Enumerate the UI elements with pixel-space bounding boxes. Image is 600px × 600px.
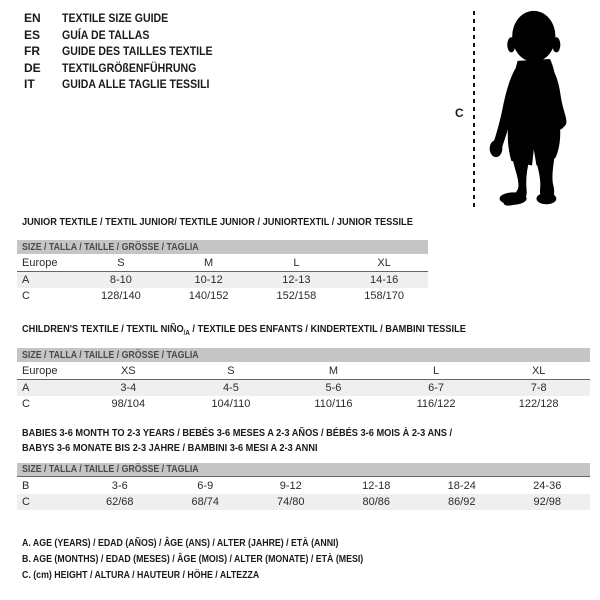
row-label: B: [22, 480, 30, 492]
value-cell: 62/68: [105, 496, 134, 508]
size-header-label: SIZE / TALLA / TAILLE / GRÖSSE / TAGLIA: [22, 349, 199, 361]
language-row-fr: FR GUIDE DES TAILLES TEXTILE: [24, 43, 233, 60]
row-label: A: [22, 382, 30, 394]
value-cell: 98/104: [111, 398, 146, 410]
row-label: C: [22, 398, 30, 410]
note-height-cm: C. (cm) HEIGHT / ALTURA / HAUTEUR / HÖHE…: [22, 567, 292, 583]
children-table-title: CHILDREN'S TEXTILE / TEXTIL NIÑO/A / TEX…: [22, 322, 466, 341]
language-code: EN: [24, 11, 41, 26]
value-cell: 74/80: [276, 496, 305, 508]
language-row-en: EN TEXTILE SIZE GUIDE: [24, 10, 233, 27]
babies-months-row: B 3-6 6-9 9-12 12-18 18-24 24-36: [17, 478, 590, 494]
babies-table-title-line1: BABIES 3-6 MONTH TO 2-3 YEARS / BEBÉS 3-…: [22, 427, 453, 439]
title-main: CHILDREN'S TEXTILE / TEXTIL NIÑO: [22, 323, 184, 335]
language-label: TEXTILE SIZE GUIDE: [62, 11, 169, 26]
size-cell: XL: [531, 365, 546, 377]
value-cell: 152/158: [276, 290, 317, 302]
language-code: DE: [24, 60, 41, 75]
junior-age-row: A 8-10 10-12 12-13 14-16: [17, 272, 428, 288]
value-cell: 86/92: [447, 496, 476, 508]
babies-size-header: SIZE / TALLA / TAILLE / GRÖSSE / TAGLIA: [17, 463, 590, 477]
size-cell: S: [117, 257, 125, 269]
value-cell: 18-24: [447, 480, 476, 492]
row-label: Europe: [22, 257, 58, 269]
value-cell: 104/110: [211, 398, 251, 410]
value-cell: 3-4: [120, 382, 137, 394]
language-label: GUIDA ALLE TAGLIE TESSILI: [62, 77, 210, 92]
value-cell: 5-6: [325, 382, 342, 394]
size-cell: XL: [377, 257, 391, 269]
junior-height-row: C 128/140 140/152 152/158 158/170: [17, 288, 428, 304]
language-label: GUÍA DE TALLAS: [62, 27, 150, 42]
value-cell: 10-12: [194, 274, 223, 286]
value-cell: 24-36: [533, 480, 562, 492]
value-cell: 80/86: [362, 496, 391, 508]
children-height-row: C 98/104 104/110 110/116 116/122 122/128: [17, 396, 590, 412]
size-cell: L: [433, 365, 440, 377]
value-cell: 68/74: [191, 496, 220, 508]
value-cell: 12-13: [282, 274, 311, 286]
children-columns-row: Europe XS S M L XL: [17, 363, 590, 380]
height-dashed-line: [473, 11, 475, 207]
junior-columns-row: Europe S M L XL: [17, 255, 428, 272]
title-subscript: /A: [183, 330, 190, 338]
title-rest: / TEXTILE DES ENFANTS / KINDERTEXTIL / B…: [189, 323, 466, 335]
value-cell: 6-9: [197, 480, 214, 492]
language-row-de: DE TEXTILGRÖßENFÜHRUNG: [24, 60, 233, 77]
height-marker-label: C: [455, 106, 464, 120]
size-header-label: SIZE / TALLA / TAILLE / GRÖSSE / TAGLIA: [22, 241, 199, 253]
size-cell: L: [293, 257, 300, 269]
junior-table-title: JUNIOR TEXTILE / TEXTIL JUNIOR/ TEXTILE …: [22, 216, 413, 228]
row-label: C: [22, 290, 30, 302]
value-cell: 7-8: [530, 382, 547, 394]
language-code: ES: [24, 27, 41, 42]
value-cell: 3-6: [111, 480, 128, 492]
note-text: C. (cm) HEIGHT / ALTURA / HAUTEUR / HÖHE…: [22, 569, 260, 581]
size-cell: XS: [120, 365, 136, 377]
size-cell: M: [204, 257, 214, 269]
babies-height-row: C 62/68 68/74 74/80 80/86 86/92 92/98: [17, 494, 590, 510]
size-header-label: SIZE / TALLA / TAILLE / GRÖSSE / TAGLIA: [22, 464, 199, 475]
value-cell: 140/152: [188, 290, 229, 302]
language-code: FR: [24, 44, 40, 59]
note-text: B. AGE (MONTHS) / EDAD (MESES) / ÂGE (MO…: [22, 553, 364, 565]
language-title-list: EN TEXTILE SIZE GUIDE ES GUÍA DE TALLAS …: [24, 10, 233, 93]
language-row-es: ES GUÍA DE TALLAS: [24, 27, 233, 44]
value-cell: 128/140: [100, 290, 141, 302]
language-row-it: IT GUIDA ALLE TAGLIE TESSILI: [24, 76, 233, 93]
toddler-silhouette-icon: [489, 10, 567, 206]
value-cell: 9-12: [279, 480, 302, 492]
note-age-years: A. AGE (YEARS) / EDAD (AÑOS) / ÂGE (ANS)…: [22, 535, 382, 551]
row-label: C: [22, 496, 30, 508]
value-cell: 12-18: [362, 480, 391, 492]
babies-table-title-line2: BABYS 3-6 MONATE BIS 2-3 JAHRE / BAMBINI…: [22, 442, 318, 454]
language-code: IT: [24, 77, 35, 92]
value-cell: 14-16: [370, 274, 399, 286]
value-cell: 92/98: [533, 496, 562, 508]
value-cell: 110/116: [314, 398, 353, 410]
value-cell: 158/170: [364, 290, 404, 302]
language-label: GUIDE DES TAILLES TEXTILE: [62, 44, 213, 59]
junior-size-header: SIZE / TALLA / TAILLE / GRÖSSE / TAGLIA: [17, 240, 428, 254]
row-label: Europe: [22, 365, 58, 377]
row-label: A: [22, 274, 30, 286]
language-label: TEXTILGRÖßENFÜHRUNG: [62, 60, 197, 75]
note-age-months: B. AGE (MONTHS) / EDAD (MESES) / ÂGE (MO…: [22, 551, 410, 567]
value-cell: 116/122: [416, 398, 456, 410]
children-size-header: SIZE / TALLA / TAILLE / GRÖSSE / TAGLIA: [17, 348, 590, 362]
size-cell: S: [227, 365, 235, 377]
children-age-row: A 3-4 4-5 5-6 6-7 7-8: [17, 380, 590, 396]
value-cell: 4-5: [222, 382, 239, 394]
value-cell: 6-7: [428, 382, 445, 394]
note-text: A. AGE (YEARS) / EDAD (AÑOS) / ÂGE (ANS)…: [22, 537, 339, 549]
value-cell: 122/128: [518, 398, 559, 410]
value-cell: 8-10: [109, 274, 132, 286]
size-cell: M: [328, 365, 339, 377]
